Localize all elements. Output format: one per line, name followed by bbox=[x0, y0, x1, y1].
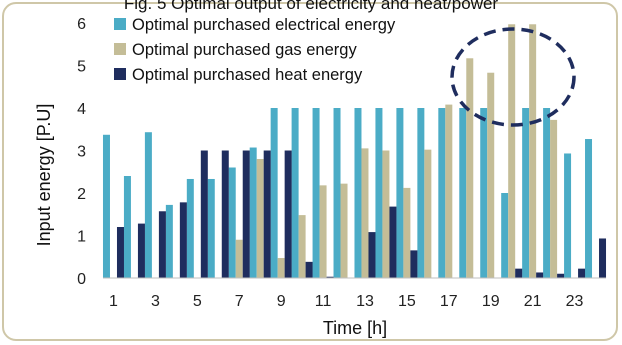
x-tick-label: 3 bbox=[151, 293, 160, 310]
bar-heat-h24 bbox=[599, 238, 607, 278]
y-tick-label: 0 bbox=[77, 271, 86, 288]
bar-heat-h15 bbox=[410, 250, 418, 278]
y-tick-label: 5 bbox=[77, 59, 86, 76]
bar-heat-h4 bbox=[179, 202, 187, 278]
x-tick-label: 21 bbox=[524, 293, 542, 310]
bar-electrical-h16 bbox=[417, 108, 425, 278]
bar-gas-h21 bbox=[529, 24, 537, 279]
y-tick-label: 3 bbox=[77, 144, 86, 161]
legend-swatch bbox=[114, 43, 126, 55]
bar-heat-h3 bbox=[158, 211, 166, 278]
legend: Optimal purchased electrical energy Optim… bbox=[114, 16, 396, 84]
bar-gas-h12 bbox=[340, 183, 348, 278]
x-tick-label: 23 bbox=[566, 293, 584, 310]
bar-heat-h13 bbox=[368, 232, 376, 278]
y-tick-labels: 0 1 2 3 4 5 6 bbox=[77, 16, 86, 288]
bar-electrical-h13 bbox=[354, 108, 362, 278]
bar-electrical-h5 bbox=[186, 178, 194, 278]
x-tick-label: 1 bbox=[109, 293, 118, 310]
bar-gas-h16 bbox=[424, 149, 432, 278]
bar-heat-h8 bbox=[263, 150, 271, 278]
bar-electrical-h11 bbox=[312, 108, 320, 278]
bar-electrical-h6 bbox=[207, 178, 215, 278]
x-tick-label: 7 bbox=[235, 293, 244, 310]
bar-heat-h14 bbox=[389, 206, 397, 278]
bar-electrical-h2 bbox=[123, 176, 131, 278]
x-tick-label: 9 bbox=[277, 293, 286, 310]
bar-electrical-h21 bbox=[522, 108, 530, 278]
bar-gas-h14 bbox=[382, 150, 390, 278]
highlight-ellipse bbox=[450, 27, 576, 127]
bar-heat-h5 bbox=[200, 150, 208, 278]
y-tick-label: 4 bbox=[77, 101, 86, 118]
bar-heat-h10 bbox=[305, 261, 313, 278]
legend-label: Optimal purchased heat energy bbox=[132, 66, 363, 84]
y-tick-label: 6 bbox=[77, 16, 86, 33]
bar-gas-h8 bbox=[256, 159, 264, 278]
bar-heat-h22 bbox=[557, 273, 565, 278]
bar-electrical-h12 bbox=[333, 108, 341, 278]
bar-heat-h2 bbox=[137, 223, 145, 278]
bar-electrical-h23 bbox=[564, 153, 572, 278]
bar-gas-h20 bbox=[508, 24, 516, 279]
bar-gas-h18 bbox=[466, 58, 474, 279]
bar-electrical-h14 bbox=[375, 108, 383, 278]
y-axis-label: Input energy [P.U] bbox=[34, 104, 54, 247]
bar-electrical-h3 bbox=[144, 132, 152, 278]
legend-swatch bbox=[114, 68, 126, 80]
x-axis-label: Time [h] bbox=[323, 318, 387, 338]
bar-gas-h17 bbox=[445, 104, 453, 278]
y-tick-label: 2 bbox=[77, 186, 86, 203]
bar-gas-h9 bbox=[277, 258, 285, 278]
x-tick-labels: 1 3 5 7 9 11 13 15 17 19 21 23 bbox=[109, 293, 584, 310]
bar-electrical-h4 bbox=[165, 204, 173, 278]
bar-electrical-h1 bbox=[102, 134, 110, 278]
bar-gas-h15 bbox=[403, 187, 411, 278]
bar-heat-h11 bbox=[326, 276, 334, 278]
bar-heat-h20 bbox=[515, 268, 523, 278]
x-tick-label: 5 bbox=[193, 293, 202, 310]
bar-electrical-h10 bbox=[291, 108, 299, 278]
bar-gas-h10 bbox=[298, 215, 306, 278]
legend-swatch bbox=[114, 18, 126, 30]
x-tick-label: 11 bbox=[315, 293, 332, 310]
x-tick-label: 13 bbox=[356, 293, 374, 310]
bar-heat-h23 bbox=[578, 268, 586, 278]
bars bbox=[102, 24, 607, 279]
figure-caption: Fig. 5 Optimal output of electricity and… bbox=[123, 0, 499, 13]
y-tick-label: 1 bbox=[77, 229, 86, 246]
x-tick-label: 17 bbox=[440, 293, 458, 310]
bar-heat-h21 bbox=[536, 272, 544, 278]
bar-heat-h9 bbox=[284, 150, 292, 278]
bar-electrical-h24 bbox=[585, 139, 593, 278]
bar-electrical-h15 bbox=[396, 108, 404, 278]
bar-electrical-h19 bbox=[480, 108, 488, 278]
bar-gas-h22 bbox=[550, 119, 558, 279]
bar-gas-h7 bbox=[235, 239, 243, 278]
legend-label: Optimal purchased electrical energy bbox=[132, 16, 396, 34]
x-tick-label: 19 bbox=[482, 293, 500, 310]
legend-label: Optimal purchased gas energy bbox=[132, 41, 357, 59]
bar-electrical-h8 bbox=[249, 147, 257, 278]
bar-electrical-h20 bbox=[501, 193, 509, 278]
bar-electrical-h17 bbox=[438, 108, 446, 278]
chart-frame bbox=[2, 2, 618, 341]
bar-gas-h11 bbox=[319, 185, 327, 278]
bar-heat-h6 bbox=[221, 150, 229, 278]
bar-electrical-h22 bbox=[543, 108, 551, 278]
bar-heat-h7 bbox=[242, 150, 250, 278]
bar-heat-h1 bbox=[116, 227, 124, 278]
bar-electrical-h7 bbox=[228, 167, 236, 278]
bar-electrical-h18 bbox=[459, 108, 467, 278]
bar-electrical-h9 bbox=[270, 108, 278, 278]
bar-gas-h19 bbox=[487, 72, 495, 278]
x-tick-label: 15 bbox=[398, 293, 416, 310]
bar-gas-h13 bbox=[361, 148, 369, 278]
